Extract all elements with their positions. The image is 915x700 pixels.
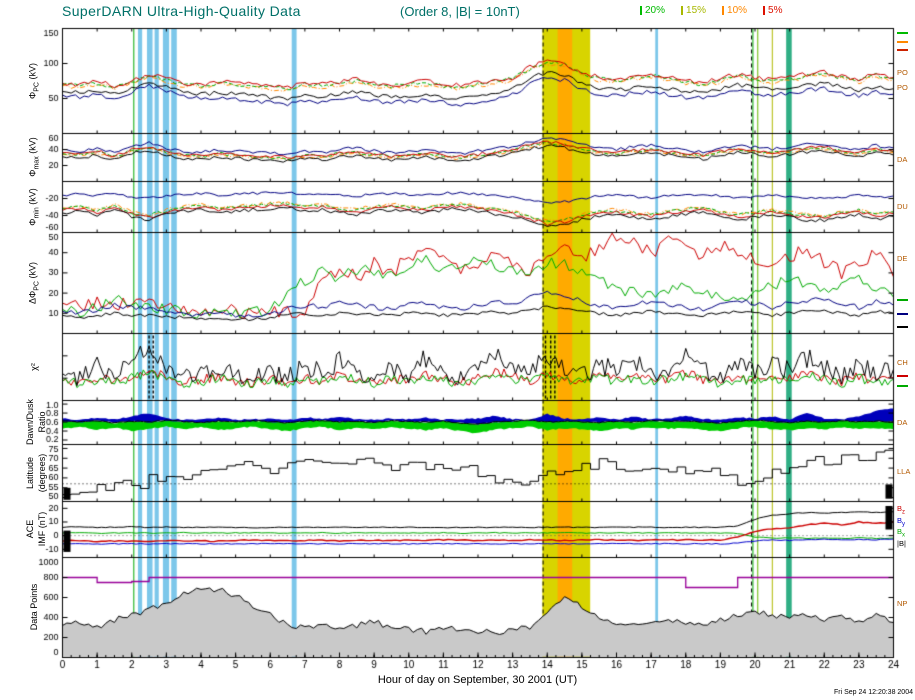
superdarn-figure: SuperDARN Ultra-High-Quality Data (Order… [0, 0, 915, 700]
plot-canvas [0, 0, 915, 700]
